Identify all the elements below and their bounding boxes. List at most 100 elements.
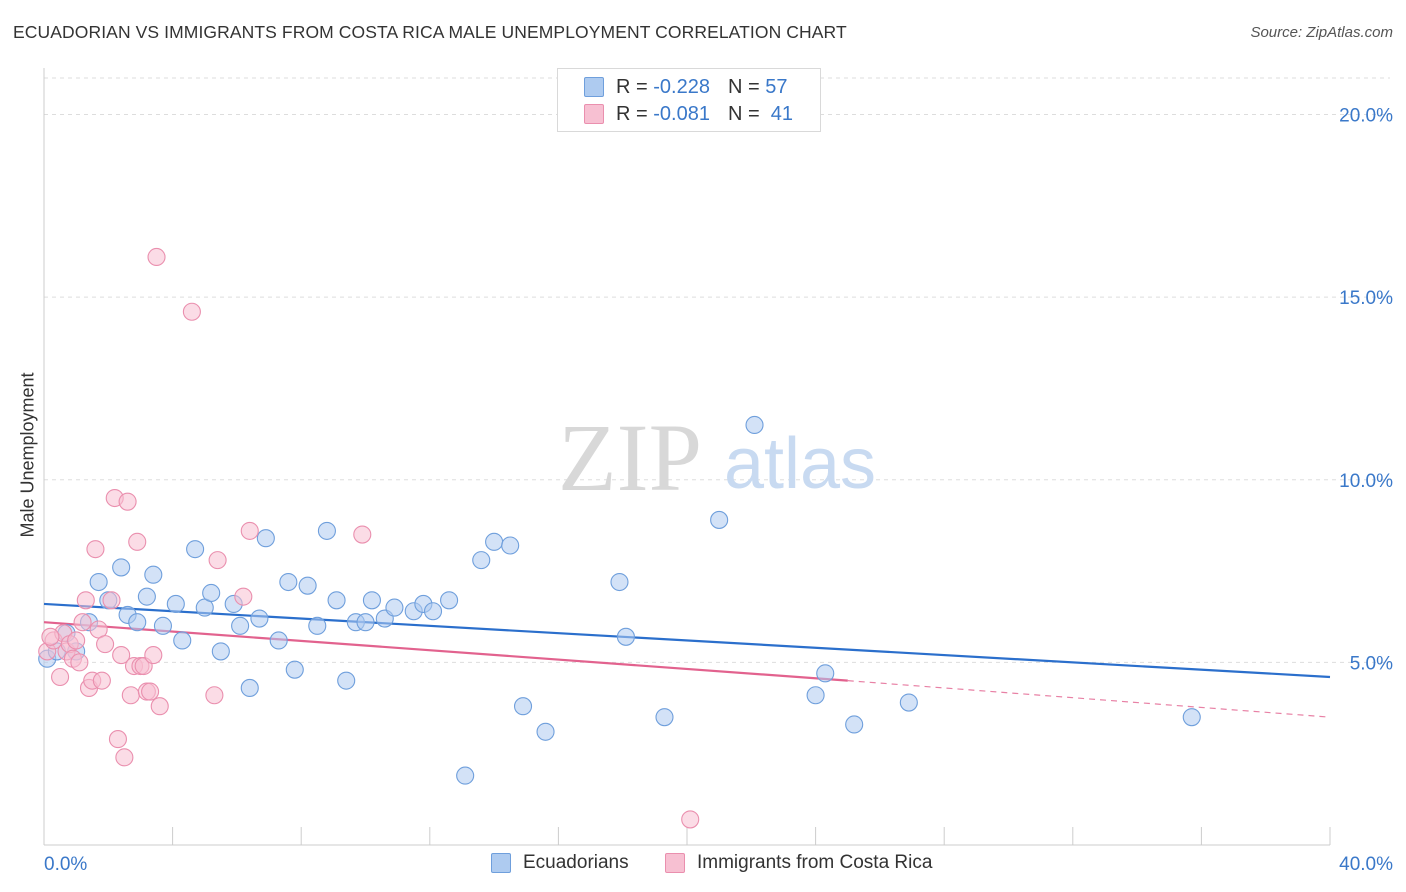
legend-label: Ecuadorians xyxy=(523,852,629,873)
legend-row-ecuadorians: R = -0.228 N = 57 xyxy=(558,74,787,100)
n-label: N = xyxy=(727,75,760,98)
point-costa-rica xyxy=(141,682,160,701)
point-costa-rica xyxy=(128,532,147,551)
point-ecuadorians xyxy=(202,583,221,603)
point-costa-rica xyxy=(118,492,137,511)
r-value: -0.081 xyxy=(653,102,710,125)
point-ecuadorians xyxy=(166,594,185,613)
point-ecuadorians xyxy=(501,536,520,555)
data-points xyxy=(38,247,1201,829)
point-ecuadorians xyxy=(899,693,918,712)
trend-line-costa-rica xyxy=(43,621,848,682)
point-ecuadorians xyxy=(845,715,864,734)
r-value: -0.228 xyxy=(653,75,710,98)
point-ecuadorians xyxy=(616,627,635,646)
point-ecuadorians xyxy=(173,631,192,650)
legend-item-costa-rica: Immigrants from Costa Rica xyxy=(665,852,932,874)
point-costa-rica xyxy=(208,551,227,570)
point-ecuadorians xyxy=(423,602,443,621)
point-costa-rica xyxy=(41,627,60,646)
point-ecuadorians xyxy=(385,598,404,617)
x-tick-label: 0.0% xyxy=(44,854,87,875)
chart-title: ECUADORIAN VS IMMIGRANTS FROM COSTA RICA… xyxy=(13,22,847,42)
point-costa-rica xyxy=(102,591,121,610)
point-costa-rica xyxy=(182,302,201,321)
n-value: 41 xyxy=(770,102,794,125)
point-ecuadorians xyxy=(317,521,336,540)
point-ecuadorians xyxy=(308,616,327,635)
point-ecuadorians xyxy=(186,540,205,559)
y-tick-label: 20.0% xyxy=(1339,106,1393,127)
point-costa-rica xyxy=(353,525,372,544)
point-costa-rica xyxy=(96,635,115,654)
legend-row-costa-rica: R = -0.081 N = 41 xyxy=(558,101,793,127)
y-tick-label: 10.0% xyxy=(1339,471,1393,492)
point-costa-rica xyxy=(681,810,700,829)
trend-line-ecuadorians xyxy=(43,602,1331,679)
tick-labels: 5.0% 10.0% 15.0% 20.0% 0.0% 40.0% xyxy=(44,106,1393,875)
point-ecuadorians xyxy=(279,572,298,592)
point-costa-rica xyxy=(92,671,111,690)
legend-item-ecuadorians: Ecuadorians xyxy=(491,852,629,874)
point-ecuadorians xyxy=(655,708,674,727)
point-ecuadorians xyxy=(806,686,825,705)
watermark-zip: ZIP xyxy=(558,404,702,511)
point-costa-rica xyxy=(112,646,131,665)
point-ecuadorians xyxy=(536,722,555,741)
point-costa-rica xyxy=(108,730,127,749)
point-ecuadorians xyxy=(1182,708,1201,727)
point-ecuadorians xyxy=(269,631,288,650)
point-costa-rica xyxy=(234,587,253,606)
point-ecuadorians xyxy=(362,591,381,610)
point-costa-rica xyxy=(150,697,169,716)
legend-swatch-pink xyxy=(584,104,604,124)
correlation-legend: R = -0.228 N = 57 R = -0.081 N = 41 xyxy=(557,68,821,132)
point-ecuadorians xyxy=(153,616,173,635)
point-costa-rica xyxy=(240,521,259,540)
point-costa-rica xyxy=(73,613,92,632)
point-ecuadorians xyxy=(513,697,533,716)
point-costa-rica xyxy=(205,686,224,705)
n-value: 57 xyxy=(765,75,788,98)
point-costa-rica xyxy=(144,646,163,665)
point-ecuadorians xyxy=(285,660,304,679)
y-tick-label: 5.0% xyxy=(1350,653,1393,674)
x-tick-label: 40.0% xyxy=(1339,854,1393,875)
point-ecuadorians xyxy=(89,572,108,592)
point-ecuadorians xyxy=(472,551,491,570)
legend-swatch-blue xyxy=(491,853,511,873)
legend-swatch-blue xyxy=(584,77,604,97)
trend-line-costa-rica-extension xyxy=(847,680,1331,718)
point-costa-rica xyxy=(121,686,140,705)
point-ecuadorians xyxy=(816,664,835,683)
point-ecuadorians xyxy=(456,766,475,785)
legend-swatch-pink xyxy=(665,853,685,873)
point-costa-rica xyxy=(86,540,105,559)
legend-label: Immigrants from Costa Rica xyxy=(697,852,933,873)
point-ecuadorians xyxy=(356,613,375,632)
point-ecuadorians xyxy=(440,591,459,610)
point-ecuadorians xyxy=(710,510,729,529)
axes xyxy=(43,68,1331,846)
point-ecuadorians xyxy=(211,642,230,661)
point-ecuadorians xyxy=(327,591,346,610)
point-costa-rica xyxy=(115,748,134,767)
point-ecuadorians xyxy=(298,576,317,595)
point-costa-rica xyxy=(147,247,166,267)
r-label: R = xyxy=(616,102,648,125)
watermark-atlas: atlas xyxy=(724,424,876,504)
point-ecuadorians xyxy=(144,565,163,584)
point-ecuadorians xyxy=(112,558,131,577)
point-costa-rica xyxy=(76,591,95,610)
point-ecuadorians xyxy=(745,415,764,435)
grid-lines xyxy=(44,77,1390,663)
watermark: ZIP atlas xyxy=(558,404,876,511)
y-axis-label: Male Unemployment xyxy=(17,372,38,538)
y-tick-label: 15.0% xyxy=(1339,288,1393,309)
n-label: N = xyxy=(727,102,760,125)
point-costa-rica xyxy=(51,667,70,687)
point-ecuadorians xyxy=(337,671,356,690)
r-label: R = xyxy=(616,75,648,98)
point-costa-rica xyxy=(70,653,89,672)
